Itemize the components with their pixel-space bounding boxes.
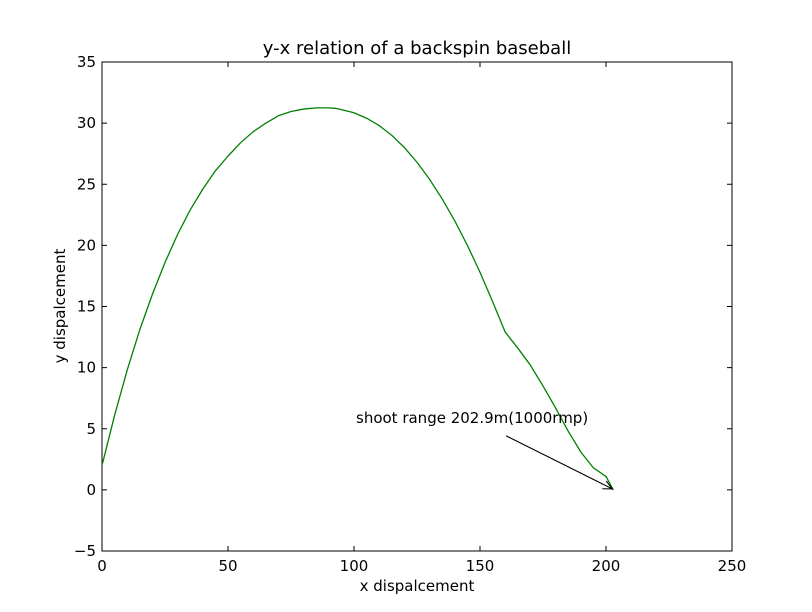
x-tick-label: 150 (466, 557, 495, 575)
annotation-arrow (505, 435, 613, 490)
x-tick-label: 50 (218, 557, 237, 575)
x-tick-label: 100 (340, 557, 369, 575)
x-tick-label: 250 (718, 557, 747, 575)
x-axis-label: x dispalcement (360, 577, 475, 595)
y-tick-label: 0 (86, 481, 96, 499)
annotation-arrowhead (602, 480, 614, 490)
y-tick-label: 15 (77, 298, 96, 316)
y-tick-label: 25 (77, 175, 96, 193)
y-tick-label: 35 (77, 53, 96, 71)
y-tick-label: 30 (77, 114, 96, 132)
y-axis-label: y dispalcement (51, 249, 69, 364)
annotation-layer: shoot range 202.9m(1000rmp) (356, 409, 614, 490)
series-layer (101, 107, 614, 491)
series-line (101, 107, 614, 491)
plot-frame (101, 61, 733, 552)
y-tick-label: 10 (77, 359, 96, 377)
y-tick-label: 20 (77, 236, 96, 254)
x-axis-ticks: 0 50 100 150 200 250 (97, 62, 746, 575)
y-tick-label: −5 (74, 542, 96, 560)
x-tick-label: 200 (592, 557, 621, 575)
chart-title: y-x relation of a backspin baseball (263, 38, 571, 59)
y-tick-label: 5 (86, 420, 96, 438)
annotation-text: shoot range 202.9m(1000rmp) (356, 409, 588, 427)
y-axis-ticks: −5 0 5 10 15 20 25 30 35 (74, 53, 732, 560)
x-tick-label: 0 (97, 557, 107, 575)
